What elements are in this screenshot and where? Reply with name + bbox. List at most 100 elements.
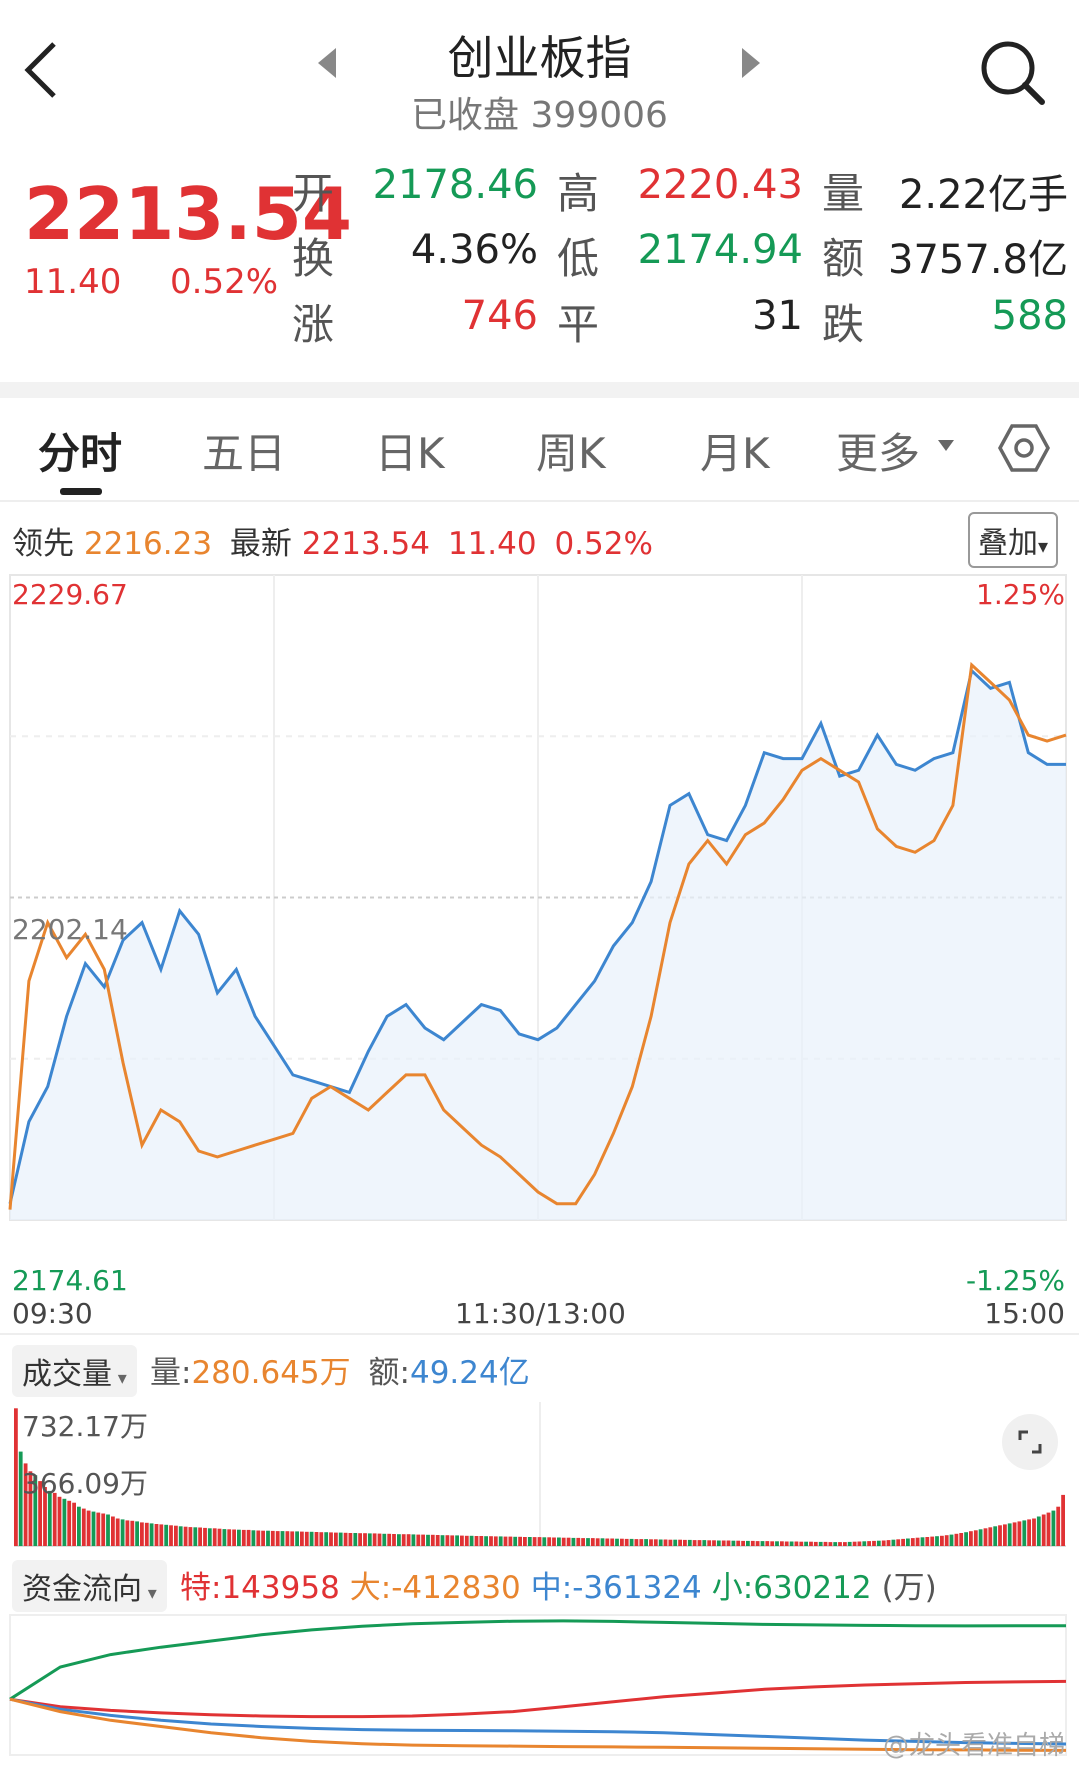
- volume-bar: [964, 1532, 968, 1546]
- quote-label: 额: [822, 234, 865, 283]
- volume-bar: [401, 1534, 406, 1546]
- volume-bar: [130, 1520, 135, 1546]
- overlay-button[interactable]: 叠加▾: [968, 512, 1059, 568]
- volume-bar: [309, 1531, 314, 1546]
- capital-flow-dropdown[interactable]: 资金流向 ▾: [12, 1560, 167, 1612]
- volume-bar: [620, 1538, 624, 1546]
- volume-bar: [716, 1540, 721, 1546]
- volume-bar: [605, 1538, 610, 1546]
- volume-bar: [203, 1527, 207, 1546]
- page-title: 创业板指: [447, 31, 632, 85]
- volume-bar: [813, 1541, 818, 1546]
- flow-line-0: [9, 1619, 1067, 1701]
- volume-bar: [818, 1541, 823, 1546]
- chart-separator: [0, 1333, 1079, 1335]
- volume-bar: [557, 1537, 561, 1546]
- volume-bar: [789, 1541, 794, 1546]
- volume-bar: [295, 1531, 299, 1546]
- quote-label: 涨: [292, 300, 335, 349]
- volume-bar: [707, 1540, 712, 1546]
- tab-3[interactable]: 周K: [536, 429, 606, 478]
- volume-bar: [721, 1540, 726, 1546]
- volume-bar: [910, 1538, 915, 1546]
- volume-bar: [23, 1463, 28, 1546]
- volume-bar: [280, 1531, 285, 1546]
- settings-hexagon-icon[interactable]: [998, 423, 1050, 473]
- volume-bar: [678, 1539, 682, 1546]
- volume-bar: [270, 1530, 275, 1546]
- volume-bar: [319, 1532, 324, 1546]
- tab-separator: [0, 500, 1079, 502]
- volume-bar: [18, 1451, 23, 1546]
- volume-bar: [115, 1518, 120, 1546]
- tab-1[interactable]: 五日: [202, 429, 287, 478]
- volume-bar: [304, 1531, 309, 1546]
- volume-bar: [595, 1538, 600, 1546]
- intraday-legend: 领先 2216.23 最新 2213.54 11.40 0.52%: [12, 518, 653, 563]
- latest-value: 2213.54: [301, 526, 430, 562]
- volume-bar: [397, 1534, 401, 1546]
- volume-bar: [193, 1527, 198, 1546]
- volume-bar: [508, 1536, 513, 1546]
- more-caret-icon[interactable]: [938, 440, 954, 452]
- volume-bar: [741, 1540, 745, 1546]
- volume-chart: [14, 1402, 1066, 1547]
- market-status: 已收盘: [411, 95, 520, 136]
- volume-bar: [188, 1527, 193, 1546]
- volume-bar: [1017, 1521, 1022, 1546]
- volume-bar: [493, 1536, 498, 1546]
- volume-dropdown[interactable]: 成交量 ▾: [12, 1345, 137, 1397]
- volume-bar: [387, 1533, 392, 1546]
- search-icon[interactable]: [978, 38, 1048, 108]
- volume-bar: [261, 1530, 265, 1546]
- expand-button[interactable]: [1002, 1414, 1058, 1470]
- volume-bar: [498, 1536, 503, 1546]
- volume-bar: [324, 1532, 329, 1546]
- volume-bar: [765, 1541, 770, 1546]
- flow-item: 特:143958: [180, 1570, 340, 1606]
- volume-bar: [653, 1539, 658, 1546]
- volume-bar: [183, 1526, 188, 1546]
- next-arrow-icon[interactable]: [740, 48, 760, 78]
- tab-4[interactable]: 月K: [700, 429, 770, 478]
- volume-bar: [47, 1490, 52, 1546]
- volume-bar: [300, 1531, 304, 1546]
- volume-bar: [382, 1533, 387, 1546]
- volume-bar: [329, 1532, 333, 1546]
- flow-item: 大:-412830: [350, 1570, 521, 1606]
- volume-bar: [697, 1540, 702, 1546]
- back-icon[interactable]: [22, 40, 62, 100]
- overlay-button-label: 叠加: [978, 526, 1038, 561]
- capital-flow-legend: 特:143958 大:-412830 中:-361324 小:630212 (万): [180, 1562, 937, 1607]
- flow-value: 630212: [753, 1570, 872, 1606]
- volume-bar: [566, 1537, 571, 1546]
- watermark: @龙头看准自梯: [882, 1731, 1065, 1761]
- volume-bar: [67, 1500, 72, 1546]
- volume-bar: [571, 1537, 576, 1546]
- active-tab-indicator: [60, 488, 102, 495]
- volume-bar: [1003, 1524, 1007, 1546]
- volume-bar: [241, 1529, 246, 1546]
- tab-2[interactable]: 日K: [375, 429, 445, 478]
- volume-bar: [1032, 1518, 1036, 1546]
- volume-bar: [62, 1498, 67, 1546]
- volume-bar: [348, 1533, 353, 1546]
- volume-bar: [925, 1537, 930, 1546]
- volume-bar: [207, 1528, 212, 1546]
- volume-bar: [314, 1532, 319, 1546]
- volume-bar: [140, 1522, 144, 1546]
- tab-0[interactable]: 分时: [38, 429, 123, 478]
- volume-bar: [174, 1525, 178, 1546]
- tab-5[interactable]: 更多: [836, 429, 921, 478]
- volume-bar: [649, 1539, 653, 1546]
- volume-bar: [954, 1533, 959, 1546]
- volume-bar: [959, 1533, 964, 1546]
- capital-flow-chart: [9, 1614, 1067, 1756]
- volume-bar: [750, 1540, 755, 1546]
- quote-value: 2178.46: [372, 162, 538, 208]
- volume-bar: [663, 1539, 668, 1546]
- volume-bar: [857, 1541, 862, 1546]
- volume-bar: [338, 1532, 343, 1546]
- flow-line-1: [9, 1679, 1067, 1719]
- prev-arrow-icon[interactable]: [318, 48, 338, 78]
